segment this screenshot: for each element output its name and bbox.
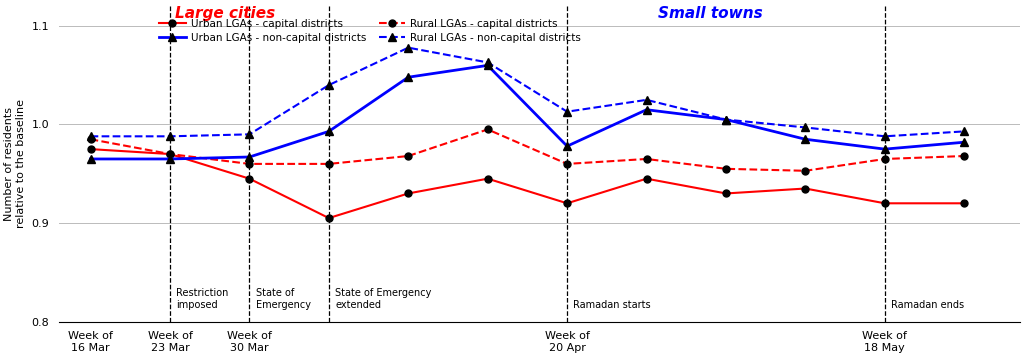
Text: State of
Emergency: State of Emergency [256,288,310,310]
Y-axis label: Number of residents
relative to the baseline: Number of residents relative to the base… [4,99,26,228]
Text: Restriction
imposed: Restriction imposed [176,288,228,310]
Text: Large cities: Large cities [175,6,275,21]
Text: Small towns: Small towns [657,6,763,21]
Text: State of Emergency
extended: State of Emergency extended [335,288,431,310]
Legend: Urban LGAs - capital districts, Urban LGAs - non-capital districts, Rural LGAs -: Urban LGAs - capital districts, Urban LG… [156,15,585,47]
Text: Ramadan ends: Ramadan ends [891,300,965,310]
Text: Ramadan starts: Ramadan starts [573,300,651,310]
